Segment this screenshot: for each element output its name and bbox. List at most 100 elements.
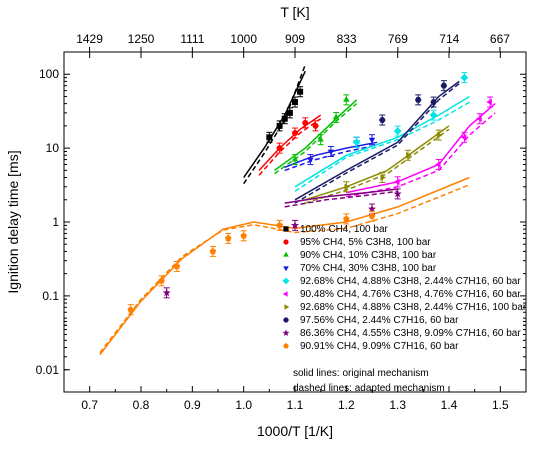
sim-line-adapted [294,82,460,204]
y-tick-label: 0.1 [42,289,59,303]
sim-line-original [274,99,358,172]
legend-marker [283,266,289,272]
axis-ticks: 0.7 0.8 0.9 1.0 1.1 1.2 1.3 1.4 1.5 0.01 0.1 1 10 100… [36,32,526,412]
y-tick-label: 0.01 [36,363,60,377]
data-point [460,134,467,141]
sim-line-original [294,80,460,201]
data-point [225,234,232,242]
data-point [406,152,412,159]
x-tick-label: 1.0 [235,398,252,412]
legend-label: 70% CH4, 30% C3H8, 100 bar [300,263,437,274]
data-point [173,263,181,270]
data-point [393,127,402,135]
data-point [368,204,376,213]
legend-marker [283,239,289,245]
data-point [429,111,438,119]
top-tick-label: 1111 [180,32,204,46]
sim-line-adapted [294,101,470,192]
sim-line-original [294,95,470,188]
data-point [436,131,443,139]
data-point [486,98,492,106]
legend-marker [284,304,290,310]
data-point [379,117,386,123]
sim-line-original [99,176,470,356]
y-tick-label: 10 [46,141,60,155]
sim-line-original [284,188,398,204]
data-point [312,122,319,129]
data-point [291,221,299,229]
sim-line-adapted [243,64,307,185]
sim-line-adapted [258,118,322,176]
data-point [276,122,283,129]
notes-line-1: solid lines: original mechanism [293,368,429,379]
data-point [332,113,340,120]
x-tick-label: 1.1 [287,398,304,412]
legend-marker [282,277,290,285]
data-point [302,119,309,126]
sim-line-original [243,70,306,178]
x-tick-label: 1.2 [338,398,355,412]
data-point [291,155,299,162]
data-point [368,212,376,219]
data-point [344,183,351,190]
x-tick-label: 1.3 [389,398,406,412]
data-point [240,232,247,239]
legend-label: 97.56% CH4, 2.44% C7H16, 60 bar [300,315,459,326]
notes-line-2: dashed lines: adapted mechanism [293,383,445,394]
x-tick-label: 0.9 [184,398,201,412]
top-tick-label: 833 [337,32,357,46]
sim-line-adapted [305,128,450,204]
legend-marker [282,329,290,336]
data-point [276,145,283,152]
y-axis-title: Ignition delay time [ms] [5,150,21,293]
top-tick-label: 1250 [128,32,155,46]
top-tick-label: 714 [439,32,459,46]
legend-marker [282,291,288,297]
x-tick-label: 1.5 [492,398,509,412]
sim-line-original [258,114,322,171]
data-point [276,221,283,229]
data-point [158,277,165,284]
data-point [297,88,304,95]
data-point [440,82,448,89]
data-point [317,136,324,142]
legend-label: 90.48% CH4, 4.76% C3H8, 4.76% C7H16, 60 … [300,289,521,300]
legend-marker [283,226,289,232]
sim-line-original [305,125,450,201]
legend-label: 92.68% CH4, 4.88% C3H8, 2.44% C7H16, 100… [300,302,527,313]
x-tick-label: 1.4 [441,398,458,412]
legend-label: 100% CH4, 100 bar [300,224,389,235]
data-point [414,97,422,103]
data-point [127,306,134,313]
data-points [127,72,494,316]
data-point [266,134,273,141]
data-point [343,215,350,222]
top-axis-title: T [K] [280,4,309,20]
data-point [343,96,350,102]
data-point [460,73,469,82]
legend-label: 86.36% CH4, 4.55% C3H8, 9.09% C7H16, 60 … [300,328,521,339]
top-tick-label: 1429 [76,32,103,46]
data-point [286,109,293,116]
y-tick-label: 1 [52,215,59,229]
legend-label: 92.68% CH4, 4.88% C3H8, 2.44% C7H16, 60 … [300,276,521,287]
top-tick-label: 1000 [230,32,257,46]
data-point [393,178,400,186]
data-point [209,247,217,255]
data-point [292,99,298,106]
data-point [292,130,298,137]
sim-line-adapted [284,190,398,208]
data-point [352,138,361,147]
data-point [476,115,482,122]
data-point [327,149,335,156]
x-tick-label: 0.7 [81,398,98,412]
data-point [430,99,437,105]
x-axis-title: 1000/T [1/K] [257,423,333,439]
legend-marker [283,251,289,257]
sim-line-adapted [346,112,496,198]
legend-marker [283,343,289,349]
legend-marker [283,317,289,323]
top-tick-label: 667 [490,32,510,46]
x-tick-label: 0.8 [133,398,150,412]
data-point [162,288,171,297]
